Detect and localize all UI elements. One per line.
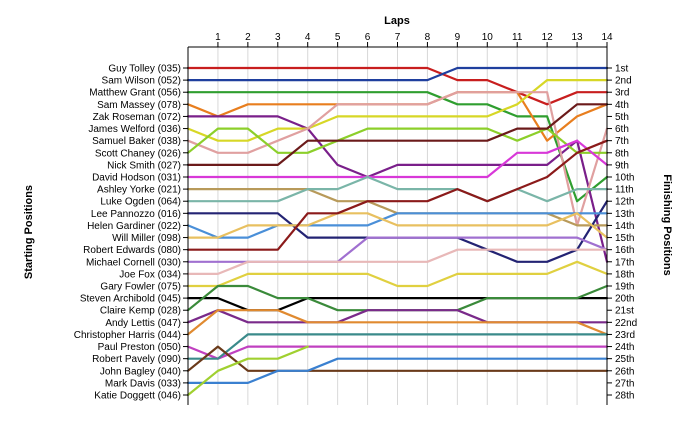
- finishing-position-label: 28th: [615, 391, 634, 402]
- finishing-position-label: 9th: [615, 160, 629, 171]
- driver-label: Ashley Yorke (021): [97, 185, 181, 196]
- x-tick-label: 5: [335, 32, 341, 43]
- finishing-position-label: 20th: [615, 294, 634, 305]
- driver-series-line: [186, 345, 309, 397]
- driver-label: Guy Tolley (035): [108, 64, 181, 75]
- finishing-position-label: 16th: [615, 245, 634, 256]
- finishing-position-label: 10th: [615, 173, 634, 184]
- left-axis-title: Starting Positions: [23, 185, 35, 279]
- finishing-position-label: 3rd: [615, 88, 629, 99]
- x-tick-label: 6: [365, 32, 371, 43]
- x-tick-label: 8: [425, 32, 431, 43]
- driver-label: Robert Pavely (090): [92, 354, 181, 365]
- driver-label: Luke Ogden (064): [100, 197, 181, 208]
- finishing-position-label: 18th: [615, 269, 634, 280]
- x-tick-label: 3: [275, 32, 281, 43]
- driver-label: Nick Smith (027): [107, 160, 181, 171]
- driver-label: Helen Gardiner (022): [87, 221, 181, 232]
- driver-label: Sam Wilson (052): [102, 76, 181, 87]
- finishing-position-label: 5th: [615, 112, 629, 123]
- driver-series-line: [186, 66, 609, 106]
- series-layer: [186, 66, 609, 397]
- finishing-position-label: 7th: [615, 136, 629, 147]
- driver-label: Samuel Baker (038): [92, 136, 181, 147]
- finishing-position-label: 22nd: [615, 318, 637, 329]
- driver-series-line: [186, 91, 609, 227]
- finishing-position-label: 15th: [615, 233, 634, 244]
- driver-series-line: [186, 260, 609, 288]
- driver-label: Christopher Harris (044): [74, 330, 181, 341]
- finishing-position-label: 6th: [615, 124, 629, 135]
- driver-series-line: [186, 139, 609, 251]
- driver-label: Will Miller (098): [112, 233, 181, 244]
- axis-layer: 1 2 3 4 5 6 7 8 9 10 11 12 13 14: [183, 32, 613, 405]
- driver-series-line: [186, 248, 609, 275]
- x-tick-label: 13: [572, 32, 584, 43]
- finishing-position-label: 26th: [615, 366, 634, 377]
- driver-label: Matthew Grant (056): [89, 88, 181, 99]
- driver-label: Zak Roseman (072): [93, 112, 181, 123]
- finishing-position-label: 27th: [615, 378, 634, 389]
- driver-label: Steven Archibold (045): [80, 294, 181, 305]
- x-tick-label: 10: [482, 32, 494, 43]
- finishing-position-label: 8th: [615, 148, 629, 159]
- finishing-position-label: 12th: [615, 197, 634, 208]
- driver-label: Lee Pannozzo (016): [91, 209, 181, 220]
- finishing-position-label: 25th: [615, 354, 634, 365]
- driver-label: James Welford (036): [88, 124, 181, 135]
- driver-series-line: [186, 103, 609, 166]
- driver-series-line: [186, 91, 609, 203]
- driver-series-line: [186, 115, 609, 263]
- label-layer: Guy Tolley (035)Sam Wilson (052)Matthew …: [74, 64, 638, 402]
- x-tick-label: 14: [601, 32, 613, 43]
- finishing-position-label: 11th: [615, 185, 634, 196]
- driver-label: Robert Edwards (080): [83, 245, 181, 256]
- driver-label: Mark Davis (033): [105, 378, 181, 389]
- driver-label: Sam Massey (078): [97, 100, 181, 111]
- x-tick-label: 12: [542, 32, 554, 43]
- x-tick-label: 7: [395, 32, 401, 43]
- driver-label: John Bagley (040): [100, 366, 181, 377]
- driver-label: Michael Cornell (030): [86, 257, 181, 268]
- finishing-position-label: 13th: [615, 209, 634, 220]
- driver-label: Gary Fowler (075): [100, 282, 181, 293]
- driver-series-line: [186, 127, 609, 154]
- driver-label: Paul Preston (050): [98, 342, 181, 353]
- finishing-position-label: 2nd: [615, 76, 632, 87]
- driver-series-line: [186, 212, 609, 239]
- finishing-position-label: 19th: [615, 282, 634, 293]
- x-tick-label: 11: [512, 32, 523, 43]
- driver-series-line: [186, 212, 609, 239]
- driver-label: Andy Lettis (047): [105, 318, 181, 329]
- x-axis-title: Laps: [384, 15, 410, 27]
- finishing-position-label: 23rd: [615, 330, 635, 341]
- driver-label: Scott Chaney (026): [95, 148, 181, 159]
- finishing-position-label: 17th: [615, 257, 634, 268]
- driver-series-line: [186, 357, 609, 384]
- finishing-position-label: 21st: [615, 306, 634, 317]
- x-tick-label: 2: [245, 32, 251, 43]
- driver-series-line: [186, 66, 609, 82]
- driver-label: Claire Kemp (028): [100, 306, 181, 317]
- driver-label: Joe Fox (034): [119, 269, 181, 280]
- driver-series-line: [186, 345, 609, 372]
- driver-series-line: [186, 345, 609, 360]
- driver-series-line: [186, 139, 609, 179]
- driver-series-line: [186, 333, 609, 360]
- x-tick-label: 1: [215, 32, 221, 43]
- finishing-position-label: 4th: [615, 100, 629, 111]
- right-axis-title: Finishing Positions: [661, 174, 673, 275]
- driver-series-line: [186, 175, 609, 203]
- x-tick-label: 9: [455, 32, 461, 43]
- finishing-position-label: 24th: [615, 342, 634, 353]
- driver-label: David Hodson (031): [92, 173, 181, 184]
- driver-label: Katie Doggett (046): [94, 391, 181, 402]
- x-tick-label: 4: [305, 32, 311, 43]
- finishing-position-label: 1st: [615, 64, 629, 75]
- finishing-position-label: 14th: [615, 221, 634, 232]
- driver-series-line: [186, 309, 609, 336]
